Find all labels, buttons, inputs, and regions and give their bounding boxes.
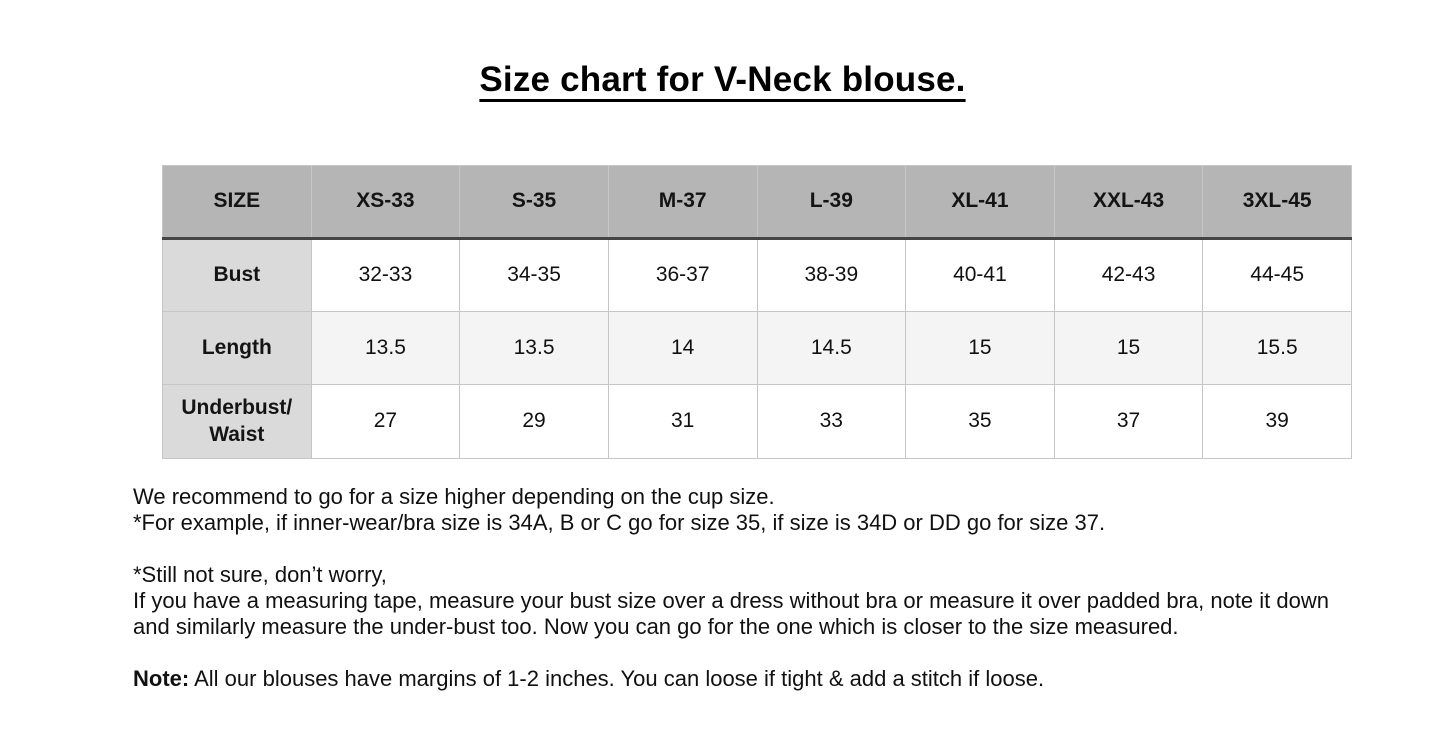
- bust-cell-l: 38-39: [756, 238, 907, 312]
- underbust-cell-s: 29: [459, 384, 609, 459]
- column-header-l: L-39: [756, 165, 907, 240]
- table-row-bust: Bust 32-33 34-35 36-37 38-39 40-41 42-43…: [162, 238, 1352, 312]
- page-title: Size chart for V-Neck blouse.: [479, 60, 966, 99]
- column-header-m: M-37: [607, 165, 758, 240]
- table-header-row: SIZE XS-33 S-35 M-37 L-39 XL-41 XXL-43 3…: [162, 165, 1352, 240]
- underbust-cell-xl: 35: [905, 384, 1055, 459]
- notes-section: We recommend to go for a size higher dep…: [133, 484, 1346, 692]
- bust-cell-xl: 40-41: [905, 238, 1055, 312]
- note-label: Note:: [133, 666, 190, 691]
- length-cell-xl: 15: [905, 311, 1055, 385]
- column-header-3xl: 3XL-45: [1202, 165, 1352, 240]
- underbust-cell-3xl: 39: [1202, 384, 1352, 459]
- note-text: All our blouses have margins of 1-2 inch…: [194, 666, 1045, 691]
- measuring-line-1: *Still not sure, don’t worry,: [133, 562, 387, 587]
- column-header-xs: XS-33: [310, 165, 461, 240]
- underbust-cell-xs: 27: [310, 384, 461, 459]
- length-cell-xxl: 15: [1053, 311, 1204, 385]
- recommendation-line-1: We recommend to go for a size higher dep…: [133, 484, 775, 509]
- measuring-paragraph: *Still not sure, don’t worry, If you hav…: [133, 562, 1346, 640]
- row-label-length: Length: [162, 311, 312, 385]
- column-header-s: S-35: [459, 165, 609, 240]
- underbust-cell-xxl: 37: [1053, 384, 1204, 459]
- note-paragraph: Note: All our blouses have margins of 1-…: [133, 666, 1346, 692]
- length-cell-m: 14: [607, 311, 758, 385]
- bust-cell-s: 34-35: [459, 238, 609, 312]
- length-cell-s: 13.5: [459, 311, 609, 385]
- table-row-underbust-waist: Underbust/ Waist 27 29 31 33 35 37 39: [162, 384, 1352, 459]
- length-cell-xs: 13.5: [310, 311, 461, 385]
- underbust-cell-l: 33: [756, 384, 907, 459]
- bust-cell-m: 36-37: [607, 238, 758, 312]
- column-header-size: SIZE: [162, 165, 312, 240]
- recommendation-paragraph: We recommend to go for a size higher dep…: [133, 484, 1346, 536]
- bust-cell-3xl: 44-45: [1202, 238, 1352, 312]
- bust-cell-xs: 32-33: [310, 238, 461, 312]
- title-wrap: Size chart for V-Neck blouse.: [0, 60, 1445, 100]
- row-label-bust: Bust: [162, 238, 312, 312]
- recommendation-line-2: *For example, if inner-wear/bra size is …: [133, 510, 1106, 535]
- row-label-underbust-waist: Underbust/ Waist: [162, 384, 312, 459]
- length-cell-l: 14.5: [756, 311, 907, 385]
- underbust-cell-m: 31: [607, 384, 758, 459]
- bust-cell-xxl: 42-43: [1053, 238, 1204, 312]
- column-header-xl: XL-41: [905, 165, 1055, 240]
- column-header-xxl: XXL-43: [1053, 165, 1204, 240]
- length-cell-3xl: 15.5: [1202, 311, 1352, 385]
- measuring-line-2: If you have a measuring tape, measure yo…: [133, 588, 1329, 639]
- size-chart-table: SIZE XS-33 S-35 M-37 L-39 XL-41 XXL-43 3…: [162, 165, 1352, 459]
- table-row-length: Length 13.5 13.5 14 14.5 15 15 15.5: [162, 311, 1352, 385]
